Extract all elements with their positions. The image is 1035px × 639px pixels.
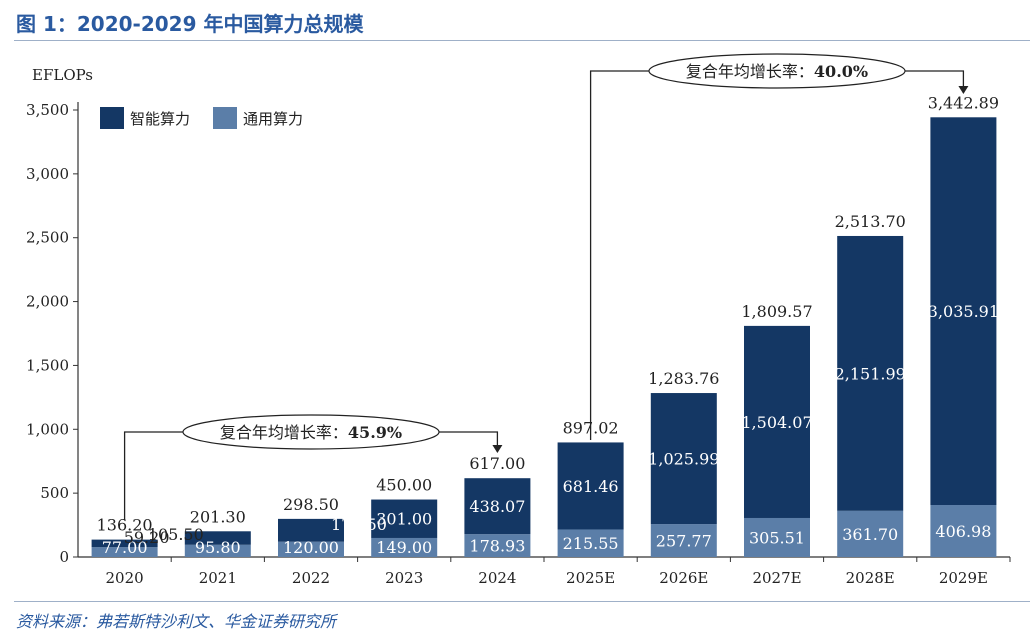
y-tick-label: 2,500 (26, 229, 69, 247)
x-tick-label: 2020 (106, 569, 144, 587)
bar-smart (650, 393, 717, 525)
label-general: 149.00 (376, 538, 432, 557)
bar-smart (744, 325, 810, 518)
bar-smart (91, 539, 158, 548)
label-smart: 2,151.99 (835, 364, 906, 383)
y-tick-label: 2,000 (26, 293, 69, 311)
label-general: 406.98 (935, 522, 991, 541)
label-smart: 1,025.99 (648, 450, 719, 469)
chart-bars (91, 117, 997, 557)
bar-smart (184, 531, 251, 545)
label-general: 120.00 (283, 538, 339, 557)
label-smart: 681.46 (563, 477, 619, 496)
cagr-2025-2029-bubble (648, 53, 906, 89)
legend-swatch-smart (100, 107, 124, 129)
label-general: 361.70 (842, 525, 898, 544)
bar-smart (464, 478, 531, 535)
y-tick-label: 1,500 (26, 356, 69, 374)
x-tick-label: 2028E (846, 569, 895, 587)
label-smart: 438.07 (469, 497, 525, 516)
chart-legend: 智能算力 通用算力 (100, 107, 303, 129)
bar-general (371, 537, 438, 557)
label-general: 257.77 (656, 532, 712, 551)
y-tick-label: 0 (59, 548, 69, 566)
bar-general (930, 505, 997, 557)
y-tick-label: 1,000 (26, 420, 69, 438)
legend-label-general: 通用算力 (243, 110, 303, 128)
label-smart: 59.20 (124, 528, 170, 547)
bar-smart (837, 235, 904, 511)
label-smart: 178.50 (331, 515, 387, 534)
label-general: 305.51 (749, 528, 805, 547)
bar-general (744, 517, 810, 557)
label-general: 95.80 (195, 538, 241, 557)
bar-general (837, 510, 904, 557)
source-note: 资料来源：弗若斯特沙利文、华金证券研究所 (16, 612, 337, 631)
bar-general (557, 529, 624, 557)
y-tick-label: 3,000 (26, 165, 69, 183)
cagr-2020-2024-text: 复合年均增长率：45.9% (220, 423, 402, 442)
x-tick-label: 2025E (566, 569, 615, 587)
title-divider (14, 40, 1030, 41)
bar-general (650, 524, 717, 557)
x-tick-label: 2029E (939, 569, 988, 587)
y-tick-label: 500 (40, 484, 69, 502)
bar-smart (278, 518, 344, 542)
x-tick-label: 2021 (199, 569, 237, 587)
label-total: 298.50 (283, 495, 339, 514)
label-total: 617.00 (469, 454, 525, 473)
y-tick-label: 3,500 (26, 101, 69, 119)
legend-swatch-general (213, 107, 237, 129)
bar-smart (371, 499, 438, 538)
label-general: 178.93 (469, 537, 525, 556)
figure-title: 图 1：2020-2029 年中国算力总规模 (16, 12, 364, 36)
label-general: 77.00 (102, 538, 148, 557)
cagr-2025-2029-arrowhead (958, 86, 969, 94)
x-tick-label: 2022 (292, 569, 330, 587)
bar-general (464, 534, 531, 557)
label-total: 201.30 (190, 507, 246, 526)
chart-annotations: 复合年均增长率：45.9% 复合年均增长率：40.0% (123, 53, 969, 520)
x-tick-label: 2023 (385, 569, 423, 587)
x-tick-label: 2026E (659, 569, 708, 587)
label-total: 2,513.70 (835, 212, 906, 231)
cagr-2020-2024-arrowhead (492, 445, 503, 453)
bar-general (91, 547, 158, 557)
bar-general (184, 544, 251, 557)
label-total: 1,809.57 (741, 302, 812, 321)
cagr-2025-2029-text: 复合年均增长率：40.0% (686, 62, 868, 81)
x-tick-label: 2027E (752, 569, 801, 587)
label-total: 136.20 (97, 516, 153, 535)
bar-general (278, 541, 344, 557)
label-general: 215.55 (563, 534, 619, 553)
cagr-2020-2024-bubble (182, 414, 440, 450)
bar-smart (930, 117, 997, 506)
label-smart: 105.50 (148, 525, 204, 544)
label-smart: 301.00 (376, 510, 432, 529)
label-total: 1,283.76 (648, 369, 719, 388)
legend-label-smart: 智能算力 (130, 110, 190, 128)
source-divider (14, 601, 1030, 602)
label-smart: 3,035.91 (928, 302, 999, 321)
bar-smart (557, 442, 624, 530)
x-tick-label: 2024 (478, 569, 516, 587)
label-total: 3,442.89 (928, 93, 999, 112)
y-axis-unit-label: EFLOPs (32, 66, 93, 84)
stacked-bar-chart: 0 500 1,000 1,500 2,000 2,500 3,000 3,500 EFLOPs… (26, 53, 1011, 587)
label-total: 450.00 (376, 476, 432, 495)
label-smart: 1,504.07 (741, 413, 812, 432)
